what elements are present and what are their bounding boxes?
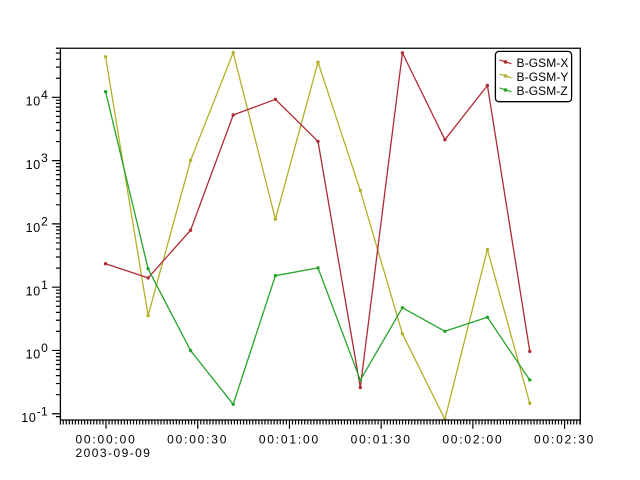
svg-text:1: 1 (41, 278, 48, 292)
svg-text:00:01:00: 00:01:00 (259, 433, 320, 447)
svg-text:2003-09-09: 2003-09-09 (76, 446, 152, 460)
svg-text:10: 10 (26, 284, 41, 298)
svg-text:10: 10 (21, 411, 36, 425)
svg-text:10: 10 (26, 158, 41, 172)
svg-text:B-GSM-Z: B-GSM-Z (517, 84, 568, 98)
svg-text:B-GSM-X: B-GSM-X (517, 56, 569, 70)
svg-text:10: 10 (26, 221, 41, 235)
svg-text:00:02:00: 00:02:00 (442, 433, 503, 447)
svg-text:3: 3 (41, 151, 48, 165)
svg-text:-1: -1 (37, 404, 48, 418)
svg-text:B-GSM-Y: B-GSM-Y (517, 70, 569, 84)
svg-text:4: 4 (41, 88, 48, 102)
svg-text:2: 2 (41, 215, 48, 229)
svg-text:10: 10 (26, 348, 41, 362)
svg-text:00:00:30: 00:00:30 (167, 433, 228, 447)
svg-text:10: 10 (26, 95, 41, 109)
svg-text:0: 0 (41, 341, 48, 355)
svg-text:00:01:30: 00:01:30 (351, 433, 412, 447)
svg-text:00:02:30: 00:02:30 (534, 433, 595, 447)
svg-text:00:00:00: 00:00:00 (75, 433, 136, 447)
